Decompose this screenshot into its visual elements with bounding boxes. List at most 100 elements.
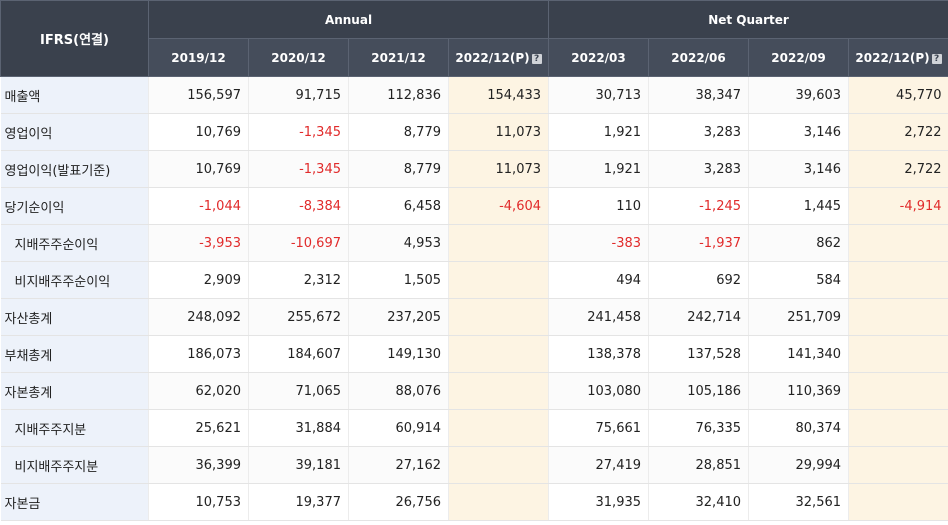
value-cell: 30,713 bbox=[548, 76, 649, 114]
value-cell bbox=[447, 298, 549, 336]
value-cell bbox=[447, 261, 549, 299]
value-cell: 494 bbox=[548, 261, 649, 299]
period-label: 2022/12(P) bbox=[855, 50, 930, 65]
period-label: 2020/12 bbox=[271, 50, 326, 65]
value-cell: -1,345 bbox=[248, 113, 349, 151]
value-cell: 19,377 bbox=[248, 483, 349, 521]
value-cell: 1,921 bbox=[548, 150, 649, 188]
value-cell bbox=[848, 335, 948, 373]
value-cell: 45,770 bbox=[848, 76, 948, 114]
period-header: 2022/06 bbox=[648, 38, 750, 77]
value-cell: -4,914 bbox=[848, 187, 948, 225]
help-icon[interactable]: ? bbox=[531, 53, 542, 64]
row-label: 자산총계 bbox=[0, 298, 149, 336]
value-cell: 27,419 bbox=[548, 446, 649, 484]
table-row: 지배주주지분 25,621 31,884 60,914 75,661 76,335 80,3… bbox=[0, 409, 948, 447]
value-cell: 11,073 bbox=[447, 113, 549, 151]
value-cell: 3,146 bbox=[748, 113, 849, 151]
value-cell: 2,312 bbox=[248, 261, 349, 299]
value-cell: 237,205 bbox=[348, 298, 449, 336]
value-cell: -4,604 bbox=[447, 187, 549, 225]
table-row: 매출액 156,597 91,715 112,836 154,433 30,713 38,3… bbox=[0, 76, 948, 114]
table-row: 지배주주순이익 -3,953 -10,697 4,953 -383 -1,937 862 bbox=[0, 224, 948, 262]
value-cell: 3,283 bbox=[648, 113, 749, 151]
value-cell: -383 bbox=[548, 224, 649, 262]
period-header: 2022/12(P)? bbox=[447, 38, 550, 77]
value-cell: 32,410 bbox=[648, 483, 749, 521]
period-header: 2022/09 bbox=[748, 38, 850, 77]
value-cell: 39,603 bbox=[748, 76, 849, 114]
value-cell: 71,065 bbox=[248, 372, 349, 410]
help-icon[interactable]: ? bbox=[931, 53, 942, 64]
value-cell: 103,080 bbox=[548, 372, 649, 410]
value-cell: 2,722 bbox=[848, 113, 948, 151]
value-cell: -1,044 bbox=[148, 187, 249, 225]
value-cell: 110,369 bbox=[748, 372, 849, 410]
row-label: 비지배주주순이익 bbox=[0, 261, 149, 299]
value-cell: 112,836 bbox=[348, 76, 449, 114]
table-row: 부채총계 186,073 184,607 149,130 138,378 137,528 1… bbox=[0, 335, 948, 373]
value-cell: 156,597 bbox=[148, 76, 249, 114]
value-cell: 31,935 bbox=[548, 483, 649, 521]
value-cell bbox=[848, 372, 948, 410]
value-cell: 8,779 bbox=[348, 113, 449, 151]
value-cell: 11,073 bbox=[447, 150, 549, 188]
row-label: 매출액 bbox=[0, 76, 149, 114]
value-cell: 62,020 bbox=[148, 372, 249, 410]
value-cell: 1,921 bbox=[548, 113, 649, 151]
value-cell: 584 bbox=[748, 261, 849, 299]
value-cell: 25,621 bbox=[148, 409, 249, 447]
value-cell: 29,994 bbox=[748, 446, 849, 484]
value-cell: -8,384 bbox=[248, 187, 349, 225]
value-cell: 80,374 bbox=[748, 409, 849, 447]
value-cell: -1,937 bbox=[648, 224, 749, 262]
value-cell: 10,769 bbox=[148, 113, 249, 151]
value-cell: 76,335 bbox=[648, 409, 749, 447]
period-label: 2019/12 bbox=[171, 50, 226, 65]
row-label: 비지배주주지분 bbox=[0, 446, 149, 484]
value-cell: -10,697 bbox=[248, 224, 349, 262]
value-cell: -3,953 bbox=[148, 224, 249, 262]
period-header: 2020/12 bbox=[248, 38, 349, 77]
value-cell: 242,714 bbox=[648, 298, 749, 336]
value-cell: 2,722 bbox=[848, 150, 948, 188]
row-label: 당기순이익 bbox=[0, 187, 149, 225]
value-cell: 38,347 bbox=[648, 76, 749, 114]
value-cell: 141,340 bbox=[748, 335, 849, 373]
table-row: 영업이익 10,769 -1,345 8,779 11,073 1,921 3,283 3,1… bbox=[0, 113, 948, 151]
annual-group-header: Annual bbox=[147, 0, 550, 39]
value-cell: 26,756 bbox=[348, 483, 449, 521]
value-cell: 154,433 bbox=[447, 76, 549, 114]
value-cell: 248,092 bbox=[148, 298, 249, 336]
period-header: 2019/12 bbox=[148, 38, 249, 77]
value-cell: 39,181 bbox=[248, 446, 349, 484]
value-cell: 91,715 bbox=[248, 76, 349, 114]
period-header: 2022/12(P)? bbox=[848, 38, 948, 77]
value-cell: 6,458 bbox=[348, 187, 449, 225]
period-label: 2022/03 bbox=[571, 50, 626, 65]
value-cell: 1,505 bbox=[348, 261, 449, 299]
value-cell: 105,186 bbox=[648, 372, 749, 410]
value-cell: 251,709 bbox=[748, 298, 849, 336]
row-label: 부채총계 bbox=[0, 335, 149, 373]
row-label: 영업이익 bbox=[0, 113, 149, 151]
table-row: 자본총계 62,020 71,065 88,076 103,080 105,186 110,… bbox=[0, 372, 948, 410]
value-cell bbox=[848, 298, 948, 336]
period-label: 2022/12(P) bbox=[455, 50, 530, 65]
row-label: 영업이익(발표기준) bbox=[0, 150, 149, 188]
table-body: 매출액 156,597 91,715 112,836 154,433 30,713 38,3… bbox=[0, 76, 948, 521]
value-cell bbox=[848, 483, 948, 521]
value-cell: 32,561 bbox=[748, 483, 849, 521]
period-header: 2022/03 bbox=[548, 38, 650, 77]
value-cell bbox=[447, 224, 549, 262]
value-cell: 184,607 bbox=[248, 335, 349, 373]
accounting-standard-header: IFRS(연결) bbox=[0, 0, 149, 77]
value-cell: 28,851 bbox=[648, 446, 749, 484]
value-cell bbox=[447, 372, 549, 410]
value-cell: 255,672 bbox=[248, 298, 349, 336]
row-label: 지배주주지분 bbox=[0, 409, 149, 447]
period-label: 2022/06 bbox=[671, 50, 726, 65]
table-row: 자본금 10,753 19,377 26,756 31,935 32,410 32,561 bbox=[0, 483, 948, 521]
period-header: 2021/12 bbox=[348, 38, 449, 77]
value-cell: 2,909 bbox=[148, 261, 249, 299]
